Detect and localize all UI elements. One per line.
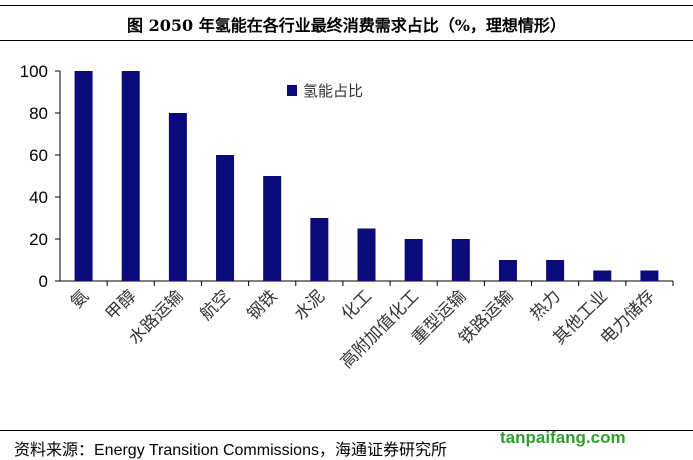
bar [404,239,423,281]
bar [498,260,517,281]
y-tick-label: 80 [29,104,48,123]
bar [640,270,659,281]
x-tick-label: 钢铁 [244,286,282,324]
bar [310,218,329,281]
legend-label: 氢能占比 [303,82,363,100]
y-tick-label: 40 [29,188,48,207]
bar [263,176,282,281]
x-tick-label: 甲醇 [102,286,140,324]
bar [593,270,612,281]
y-tick-label: 100 [20,62,48,81]
bar [357,228,376,281]
x-tick-label: 氨 [67,286,93,312]
y-tick-label: 0 [39,272,48,291]
title-rule [0,40,693,41]
bar [216,155,235,281]
bar [546,260,565,281]
chart-title: 图 2050 年氢能在各行业最终消费需求占比（%，理想情形） [127,16,566,35]
y-tick-label: 60 [29,146,48,165]
bar [121,71,140,281]
x-tick-label: 化工 [338,286,376,324]
x-tick-label: 热力 [526,286,564,324]
x-tick-label: 水泥 [291,286,329,324]
bar [451,239,470,281]
source-rule [0,430,693,431]
legend-swatch [287,85,297,96]
bar [168,113,187,281]
bar [74,71,93,281]
top-rule [0,5,693,6]
watermark: tanpaifang.com [500,428,626,447]
x-tick-label: 航空 [196,286,234,324]
y-tick-label: 20 [29,230,48,249]
source-note: 资料来源：Energy Transition Commissions，海通证券研… [14,442,447,459]
